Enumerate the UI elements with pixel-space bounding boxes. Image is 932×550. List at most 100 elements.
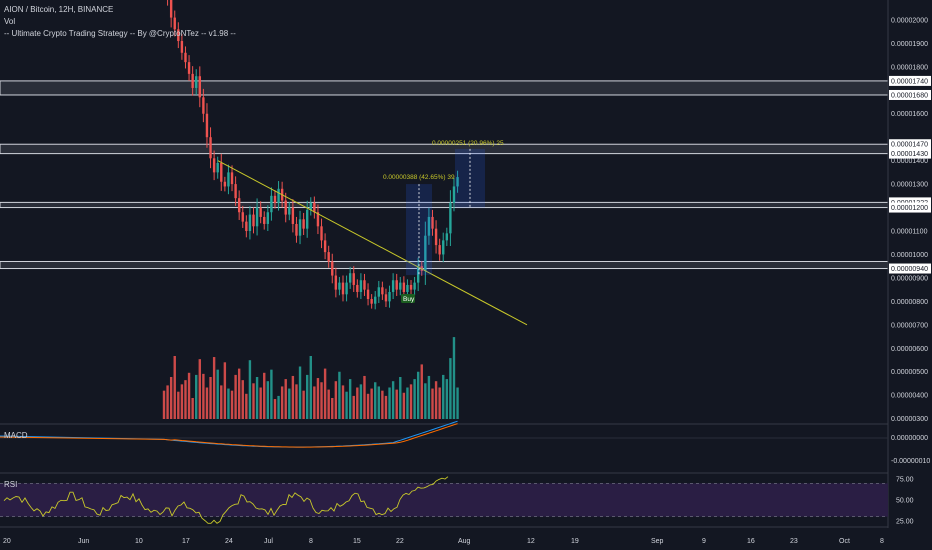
time-axis-label: Oct bbox=[839, 538, 850, 545]
volume-bar bbox=[456, 387, 459, 419]
candle bbox=[277, 188, 280, 203]
price-axis-label: 0.00000300 bbox=[891, 416, 928, 423]
candle bbox=[391, 280, 395, 292]
volume-bar bbox=[434, 381, 438, 419]
volume-bar bbox=[399, 377, 402, 419]
time-axis-label: Sep bbox=[651, 538, 664, 545]
candle bbox=[259, 207, 262, 217]
price-axis-label: 0.00000600 bbox=[891, 346, 928, 353]
time-axis-label: 16 bbox=[747, 538, 755, 545]
volume-bar bbox=[241, 380, 244, 419]
volume-bar bbox=[391, 381, 395, 419]
rsi-axis-label: 25.00 bbox=[896, 518, 914, 525]
candle bbox=[345, 282, 348, 295]
volume-bar bbox=[195, 374, 198, 419]
volume-bar bbox=[316, 378, 320, 419]
candle bbox=[334, 275, 338, 290]
candle bbox=[263, 216, 266, 224]
volume-bar bbox=[445, 379, 449, 419]
strategy-label: -- Ultimate Crypto Trading Strategy -- B… bbox=[4, 29, 236, 38]
volume-bar bbox=[427, 375, 431, 419]
price-axis: 0.00002000 0.00001900 0.00001800 0.00001740… bbox=[889, 17, 931, 525]
volume-bar bbox=[252, 383, 255, 419]
volume-bar bbox=[377, 386, 380, 419]
volume-bar bbox=[424, 383, 427, 419]
volume-bar bbox=[227, 388, 230, 419]
candle bbox=[352, 273, 355, 285]
volume-bar bbox=[273, 399, 277, 419]
volume-bar bbox=[298, 366, 302, 419]
volume-bar bbox=[245, 393, 248, 419]
candle bbox=[374, 296, 377, 304]
candle bbox=[313, 202, 316, 213]
volume-bar bbox=[248, 360, 252, 419]
rsi-axis-label: 50.00 bbox=[896, 498, 914, 505]
candle bbox=[195, 76, 198, 88]
candle bbox=[191, 73, 194, 88]
volume-bar bbox=[209, 377, 212, 419]
rsi-axis-label: 75.00 bbox=[896, 477, 914, 484]
candle bbox=[173, 17, 176, 30]
volume-bar bbox=[320, 382, 323, 419]
candle bbox=[248, 214, 252, 232]
volume-bar bbox=[216, 369, 219, 419]
volume-bar bbox=[442, 374, 445, 419]
price-tag bbox=[889, 75, 931, 86]
time-axis-label: Jul bbox=[264, 538, 273, 545]
volume-bar bbox=[313, 386, 316, 419]
volume-bar bbox=[309, 356, 312, 419]
candle bbox=[298, 219, 302, 236]
candle bbox=[212, 158, 216, 173]
volume-bar bbox=[395, 389, 398, 419]
candle bbox=[456, 177, 459, 187]
time-axis-label: 22 bbox=[396, 538, 404, 545]
volume-bar bbox=[334, 381, 338, 419]
volume-bar bbox=[259, 387, 262, 419]
volume-bar bbox=[263, 372, 266, 419]
candle bbox=[266, 212, 270, 224]
volume-bar bbox=[266, 381, 270, 419]
candle bbox=[402, 282, 406, 292]
price-tag bbox=[889, 139, 931, 150]
price-axis-label: 0.00001680 bbox=[891, 92, 928, 99]
price-axis-label: 0.00000500 bbox=[891, 369, 928, 376]
candle bbox=[366, 289, 370, 300]
volume-bar bbox=[338, 371, 341, 419]
candle bbox=[306, 209, 309, 229]
price-axis-label: 0.00001740 bbox=[891, 78, 928, 85]
volume-bar bbox=[291, 375, 295, 419]
price-axis-label: 0.00000400 bbox=[891, 393, 928, 400]
price-tag bbox=[889, 197, 931, 208]
symbol-title: AION / Bitcoin, 12H, BINANCE bbox=[4, 5, 114, 14]
candle bbox=[323, 240, 327, 253]
candle bbox=[320, 226, 323, 241]
candle bbox=[270, 195, 273, 213]
candle bbox=[359, 280, 363, 292]
candle bbox=[237, 198, 241, 213]
candle bbox=[284, 200, 287, 215]
volume-bar bbox=[416, 371, 420, 419]
volume-bar bbox=[173, 356, 176, 419]
volume-bar bbox=[345, 391, 348, 419]
candle bbox=[209, 137, 212, 159]
volume-bar bbox=[420, 364, 423, 419]
candle bbox=[295, 223, 298, 236]
price-axis-label: 0.00001100 bbox=[891, 229, 928, 236]
macd-pane bbox=[0, 420, 888, 448]
candle bbox=[187, 62, 191, 74]
volume-bar bbox=[169, 377, 173, 419]
macd-axis-label: -0.00000010 bbox=[891, 458, 930, 465]
candle bbox=[227, 172, 230, 187]
candle bbox=[413, 282, 416, 290]
rsi-label: RSI bbox=[4, 480, 18, 489]
price-axis-label: 0.00001600 bbox=[891, 111, 928, 118]
volume-bar bbox=[438, 387, 441, 419]
candle bbox=[388, 291, 391, 302]
volume-bar bbox=[191, 398, 194, 419]
candle bbox=[302, 219, 305, 229]
candle bbox=[338, 282, 341, 290]
buy-badge bbox=[401, 293, 415, 303]
volume-bar bbox=[341, 385, 345, 419]
time-axis-label: 15 bbox=[353, 538, 361, 545]
